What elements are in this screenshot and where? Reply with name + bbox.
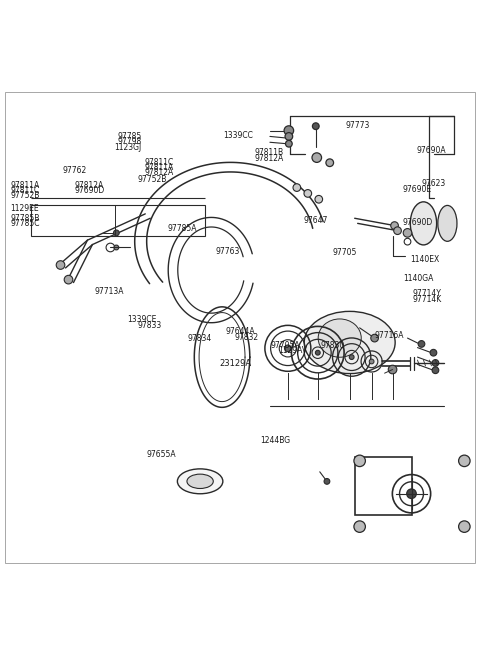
Text: 97690E: 97690E bbox=[403, 185, 432, 194]
Text: 97785A: 97785A bbox=[167, 225, 197, 233]
Circle shape bbox=[458, 521, 470, 533]
Text: 97713A: 97713A bbox=[94, 287, 123, 296]
Text: 97714K: 97714K bbox=[412, 295, 442, 304]
Text: 1129EE: 1129EE bbox=[10, 204, 39, 214]
Circle shape bbox=[430, 349, 437, 356]
Circle shape bbox=[371, 334, 378, 342]
Text: 97832: 97832 bbox=[234, 333, 258, 341]
Text: 97785C: 97785C bbox=[10, 219, 40, 228]
Circle shape bbox=[403, 229, 412, 237]
Text: 1129AV: 1129AV bbox=[278, 346, 307, 356]
Ellipse shape bbox=[304, 311, 395, 373]
Text: 97690D: 97690D bbox=[75, 186, 105, 195]
Text: 97811C: 97811C bbox=[10, 186, 39, 195]
Bar bbox=[355, 457, 412, 515]
Circle shape bbox=[114, 245, 119, 250]
Circle shape bbox=[285, 345, 291, 352]
Circle shape bbox=[458, 455, 470, 466]
Text: 97785: 97785 bbox=[118, 132, 142, 141]
Text: 1123GJ: 1123GJ bbox=[115, 143, 142, 152]
Circle shape bbox=[369, 359, 374, 364]
Circle shape bbox=[315, 350, 320, 355]
Text: 97763: 97763 bbox=[215, 248, 240, 256]
Circle shape bbox=[312, 123, 319, 130]
Text: 97830: 97830 bbox=[321, 341, 345, 350]
Circle shape bbox=[293, 184, 300, 191]
Circle shape bbox=[286, 140, 292, 147]
Ellipse shape bbox=[318, 319, 361, 357]
Circle shape bbox=[285, 132, 293, 140]
Circle shape bbox=[315, 195, 323, 203]
Text: 97690A: 97690A bbox=[416, 146, 446, 155]
Text: 97690D: 97690D bbox=[403, 217, 433, 227]
Circle shape bbox=[407, 489, 416, 498]
Text: 97762: 97762 bbox=[63, 166, 87, 175]
Circle shape bbox=[324, 479, 330, 484]
Text: 97833: 97833 bbox=[137, 320, 161, 329]
Text: 97716A: 97716A bbox=[374, 331, 404, 340]
Bar bbox=[31, 205, 205, 236]
Circle shape bbox=[312, 153, 322, 162]
Text: 97752B: 97752B bbox=[10, 191, 40, 200]
Text: 97811A: 97811A bbox=[10, 181, 39, 190]
Text: 97705: 97705 bbox=[333, 248, 357, 257]
Circle shape bbox=[418, 341, 425, 347]
Text: 97773: 97773 bbox=[345, 121, 370, 130]
Circle shape bbox=[304, 189, 312, 197]
Ellipse shape bbox=[178, 469, 223, 494]
Ellipse shape bbox=[410, 202, 437, 245]
Text: 97811B: 97811B bbox=[254, 148, 284, 157]
Text: 97647: 97647 bbox=[304, 215, 328, 225]
Text: 1140EX: 1140EX bbox=[410, 255, 439, 263]
Circle shape bbox=[391, 222, 398, 229]
Text: 97623: 97623 bbox=[422, 179, 446, 189]
Circle shape bbox=[388, 365, 397, 374]
Text: 97644A: 97644A bbox=[226, 327, 255, 336]
Text: 97812A: 97812A bbox=[75, 181, 104, 190]
Text: 97812A: 97812A bbox=[254, 153, 284, 162]
Text: 97705A: 97705A bbox=[270, 341, 300, 350]
Ellipse shape bbox=[438, 206, 457, 241]
Text: 1244BG: 1244BG bbox=[261, 436, 291, 445]
Circle shape bbox=[349, 355, 354, 360]
Circle shape bbox=[284, 126, 294, 136]
Text: 97655A: 97655A bbox=[147, 450, 176, 459]
Circle shape bbox=[56, 261, 65, 269]
Text: 97798: 97798 bbox=[118, 138, 142, 146]
Text: 1339CC: 1339CC bbox=[223, 130, 253, 140]
Circle shape bbox=[113, 230, 119, 236]
Text: 97834: 97834 bbox=[187, 333, 212, 343]
Text: 1140GA: 1140GA bbox=[403, 274, 433, 283]
Circle shape bbox=[432, 360, 439, 366]
Text: 97785B: 97785B bbox=[10, 214, 40, 223]
Ellipse shape bbox=[187, 474, 213, 489]
Text: 97811A: 97811A bbox=[144, 163, 174, 172]
Text: 97714Y: 97714Y bbox=[412, 289, 441, 298]
Circle shape bbox=[432, 367, 439, 373]
Text: 97752B: 97752B bbox=[137, 175, 167, 183]
Circle shape bbox=[394, 227, 401, 234]
Circle shape bbox=[354, 521, 365, 533]
Text: 23129A: 23129A bbox=[219, 360, 251, 368]
Circle shape bbox=[354, 455, 365, 466]
Text: 1339CE: 1339CE bbox=[128, 315, 157, 324]
Circle shape bbox=[326, 159, 334, 166]
Text: 97812A: 97812A bbox=[144, 168, 174, 178]
Text: 97811C: 97811C bbox=[144, 158, 174, 167]
Circle shape bbox=[64, 275, 73, 284]
